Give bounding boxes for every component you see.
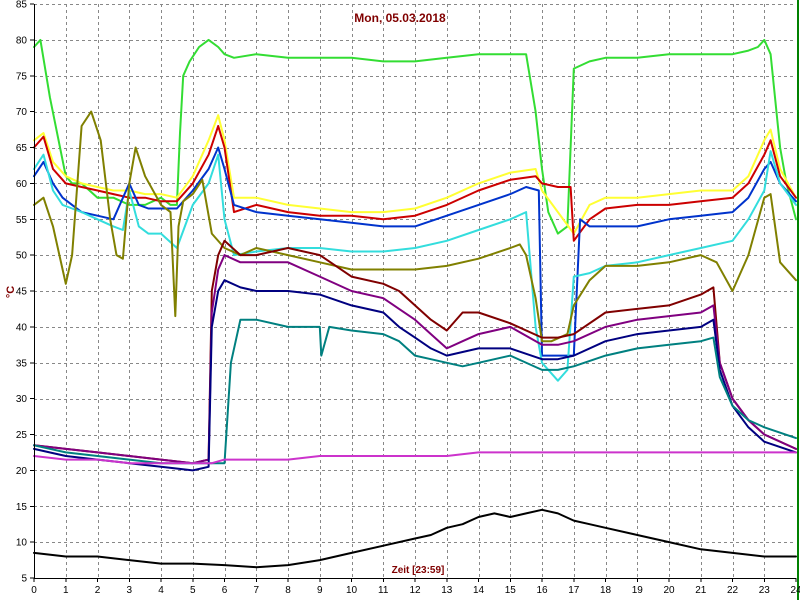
x-tick-label: 15 <box>505 585 517 596</box>
grid <box>34 4 796 578</box>
y-tick-label: 65 <box>16 143 28 154</box>
x-tick-label: 3 <box>126 585 132 596</box>
y-axis-label: °C <box>5 286 17 298</box>
x-tick-label: 24 <box>790 585 800 596</box>
series-line-8 <box>33 254 797 465</box>
x-tick-label: 8 <box>285 585 291 596</box>
y-tick-label: 5 <box>21 574 27 585</box>
series-line-11 <box>33 451 797 465</box>
y-tick-label: 70 <box>16 107 28 118</box>
x-tick-label: 5 <box>190 585 196 596</box>
x-tick-label: 19 <box>632 585 644 596</box>
x-tick-label: 12 <box>409 585 421 596</box>
tick-labels: 0 1 2 3 4 5 6 7 8 9 10 11 12 13 14 15 16 17 18 19 20 21 22 23 24… <box>16 0 800 596</box>
y-tick-label: 60 <box>16 179 28 190</box>
y-tick-label: 75 <box>16 71 28 82</box>
series-line-2 <box>33 114 797 235</box>
x-tick-label: 18 <box>600 585 612 596</box>
x-tick-label: 20 <box>663 585 675 596</box>
x-tick-label: 6 <box>222 585 228 596</box>
x-tick-label: 21 <box>695 585 707 596</box>
x-tick-label: 1 <box>63 585 69 596</box>
y-tick-label: 50 <box>16 251 28 262</box>
series-line-6 <box>33 110 797 343</box>
y-tick-label: 35 <box>16 358 28 369</box>
y-tick-label: 15 <box>16 502 28 513</box>
series-line-1 <box>33 38 797 235</box>
series-line-4 <box>33 146 797 357</box>
y-tick-label: 25 <box>16 430 28 441</box>
x-tick-label: 22 <box>727 585 739 596</box>
y-tick-label: 55 <box>16 215 28 226</box>
x-tick-label: 16 <box>536 585 548 596</box>
x-tick-label: 0 <box>31 585 37 596</box>
x-tick-label: 11 <box>378 585 389 596</box>
x-tick-label: 23 <box>759 585 771 596</box>
series-group <box>33 38 797 569</box>
y-tick-label: 10 <box>16 538 28 549</box>
chart-title: Mon, 05.03.2018 <box>354 11 446 25</box>
y-tick-label: 30 <box>16 394 28 405</box>
y-tick-label: 20 <box>16 466 28 477</box>
x-tick-label: 13 <box>441 585 453 596</box>
series-line-12 <box>33 508 797 569</box>
x-tick-label: 10 <box>346 585 358 596</box>
x-tick-label: 7 <box>253 585 259 596</box>
y-tick-label: 80 <box>16 35 28 46</box>
x-tick-label: 4 <box>158 585 164 596</box>
series-line-9 <box>33 279 797 472</box>
x-tick-label: 9 <box>317 585 323 596</box>
x-tick-label: 2 <box>95 585 101 596</box>
y-tick-label: 45 <box>16 287 28 298</box>
x-axis-label: Zeit [23:59] <box>392 565 445 576</box>
y-tick-label: 85 <box>16 0 28 11</box>
y-tick-label: 40 <box>16 322 28 333</box>
x-tick-label: 14 <box>473 585 485 596</box>
x-tick-label: 17 <box>568 585 580 596</box>
series-line-5 <box>33 150 797 382</box>
